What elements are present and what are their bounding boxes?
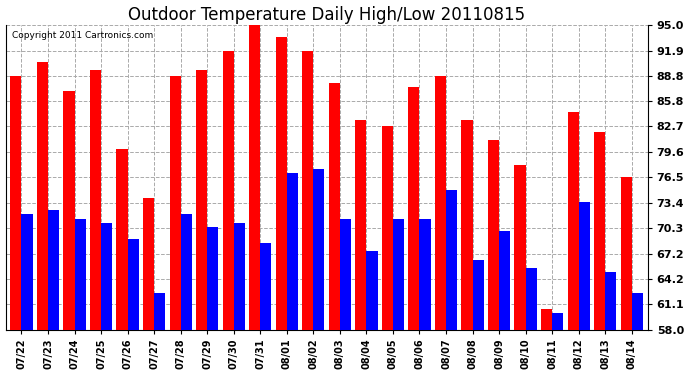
Bar	[101, 223, 112, 330]
Bar	[75, 219, 86, 330]
Bar	[446, 190, 457, 330]
Title: Outdoor Temperature Daily High/Low 20110815: Outdoor Temperature Daily High/Low 20110…	[128, 6, 525, 24]
Bar	[249, 25, 260, 330]
Bar	[408, 87, 420, 330]
Bar	[276, 38, 287, 330]
Bar	[10, 76, 21, 330]
Bar	[21, 214, 32, 330]
Bar	[287, 173, 298, 330]
Bar	[37, 62, 48, 330]
Bar	[632, 292, 643, 330]
Bar	[488, 140, 499, 330]
Bar	[328, 83, 340, 330]
Bar	[568, 111, 579, 330]
Bar	[117, 148, 128, 330]
Bar	[128, 239, 139, 330]
Bar	[382, 126, 393, 330]
Bar	[620, 177, 632, 330]
Bar	[605, 272, 616, 330]
Bar	[223, 51, 234, 330]
Bar	[143, 198, 154, 330]
Bar	[541, 309, 552, 330]
Bar	[170, 76, 181, 330]
Bar	[366, 252, 377, 330]
Bar	[181, 214, 192, 330]
Bar	[63, 91, 75, 330]
Bar	[260, 243, 271, 330]
Bar	[515, 165, 526, 330]
Bar	[355, 120, 366, 330]
Bar	[499, 231, 510, 330]
Bar	[196, 70, 207, 330]
Bar	[313, 169, 324, 330]
Bar	[552, 313, 563, 330]
Bar	[90, 70, 101, 330]
Bar	[420, 219, 431, 330]
Bar	[234, 223, 245, 330]
Bar	[340, 219, 351, 330]
Bar	[393, 219, 404, 330]
Bar	[462, 120, 473, 330]
Bar	[526, 268, 537, 330]
Text: Copyright 2011 Cartronics.com: Copyright 2011 Cartronics.com	[12, 31, 153, 40]
Bar	[579, 202, 590, 330]
Bar	[48, 210, 59, 330]
Bar	[154, 292, 166, 330]
Bar	[435, 76, 446, 330]
Bar	[302, 51, 313, 330]
Bar	[473, 260, 484, 330]
Bar	[594, 132, 605, 330]
Bar	[207, 227, 218, 330]
